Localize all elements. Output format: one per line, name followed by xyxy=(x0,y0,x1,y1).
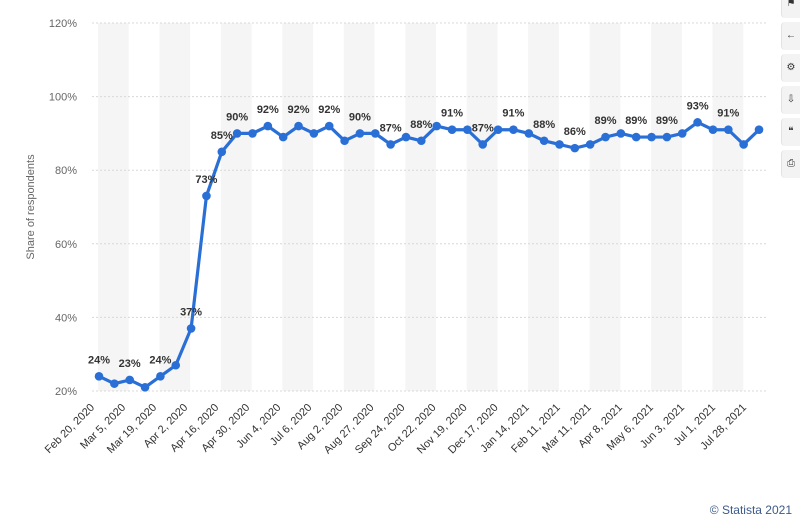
data-point xyxy=(678,129,687,138)
data-point xyxy=(739,140,748,149)
y-tick-label: 80% xyxy=(55,165,77,177)
data-point xyxy=(647,133,656,142)
data-point xyxy=(294,122,303,131)
data-point xyxy=(617,129,626,138)
toolbar-icon[interactable]: ❝ xyxy=(781,118,800,146)
background-band xyxy=(159,23,190,391)
data-point xyxy=(171,361,180,370)
data-point xyxy=(340,136,349,145)
toolbar-icon[interactable]: ⎙ xyxy=(781,150,800,178)
data-label: 91% xyxy=(717,108,739,120)
background-band xyxy=(590,23,621,391)
y-tick-label: 40% xyxy=(55,312,77,324)
y-tick-label: 100% xyxy=(49,92,77,104)
data-label: 91% xyxy=(502,108,524,120)
data-point xyxy=(463,125,472,134)
data-point xyxy=(371,129,380,138)
data-point xyxy=(125,376,134,385)
toolbar-icon[interactable]: ← xyxy=(781,22,800,50)
data-point xyxy=(187,324,196,333)
toolbar-icon[interactable]: ⇩ xyxy=(781,86,800,114)
data-point xyxy=(356,129,365,138)
background-bands xyxy=(98,23,743,391)
data-label: 73% xyxy=(195,174,217,186)
data-point xyxy=(448,125,457,134)
data-label: 24% xyxy=(149,354,171,366)
credit-text[interactable]: © Statista 2021 xyxy=(710,503,792,517)
data-label: 87% xyxy=(380,122,402,134)
data-point xyxy=(386,140,395,149)
data-point xyxy=(110,379,119,388)
data-point xyxy=(156,372,165,381)
y-tick-label: 120% xyxy=(49,18,77,30)
background-band xyxy=(467,23,498,391)
data-point xyxy=(141,383,150,392)
data-point xyxy=(402,133,411,142)
background-band xyxy=(98,23,129,391)
data-point xyxy=(494,125,503,134)
side-toolbar: ⚑ ← ⚙ ⇩ ❝ ⎙ xyxy=(776,0,800,200)
data-label: 91% xyxy=(441,108,463,120)
data-label: 92% xyxy=(288,104,310,116)
toolbar-icon[interactable]: ⚑ xyxy=(781,0,800,18)
data-label: 23% xyxy=(119,358,141,370)
background-band xyxy=(344,23,375,391)
background-band xyxy=(282,23,313,391)
background-band xyxy=(221,23,252,391)
y-axis-ticks: 20% 40% 60% 80% 100% 120% xyxy=(49,18,77,398)
data-label: 90% xyxy=(349,111,371,123)
background-band xyxy=(651,23,682,391)
data-point xyxy=(264,122,273,131)
data-point xyxy=(586,140,595,149)
data-label: 88% xyxy=(410,119,432,131)
data-label: 89% xyxy=(594,115,616,127)
data-point xyxy=(217,148,226,157)
data-point xyxy=(279,133,288,142)
data-label: 88% xyxy=(533,119,555,131)
y-tick-label: 20% xyxy=(55,386,77,398)
toolbar-icon[interactable]: ⚙ xyxy=(781,54,800,82)
data-point xyxy=(663,133,672,142)
data-point xyxy=(601,133,610,142)
data-point xyxy=(709,125,718,134)
background-band xyxy=(405,23,436,391)
data-point xyxy=(202,192,211,201)
data-point xyxy=(571,144,580,153)
data-label: 24% xyxy=(88,354,110,366)
data-point xyxy=(693,118,702,127)
data-point xyxy=(478,140,487,149)
data-point xyxy=(248,129,257,138)
data-point xyxy=(310,129,319,138)
data-point xyxy=(555,140,564,149)
data-point xyxy=(755,125,764,134)
background-band xyxy=(713,23,744,391)
data-point xyxy=(233,129,242,138)
data-label: 92% xyxy=(318,104,340,116)
data-point xyxy=(632,133,641,142)
data-label: 89% xyxy=(656,115,678,127)
data-point xyxy=(325,122,334,131)
data-label: 85% xyxy=(211,130,233,142)
data-label: 89% xyxy=(625,115,647,127)
data-label: 86% xyxy=(564,126,586,138)
data-label: 92% xyxy=(257,104,279,116)
data-point xyxy=(432,122,441,131)
data-point xyxy=(509,125,518,134)
data-label: 90% xyxy=(226,111,248,123)
data-point xyxy=(417,136,426,145)
data-point xyxy=(524,129,533,138)
data-label: 87% xyxy=(472,122,494,134)
data-point xyxy=(724,125,733,134)
y-axis-label: Share of respondents xyxy=(25,154,37,260)
y-tick-label: 60% xyxy=(55,239,77,251)
data-point xyxy=(95,372,104,381)
background-band xyxy=(528,23,559,391)
data-point xyxy=(540,136,549,145)
data-label: 37% xyxy=(180,306,202,318)
data-label: 93% xyxy=(687,100,709,112)
